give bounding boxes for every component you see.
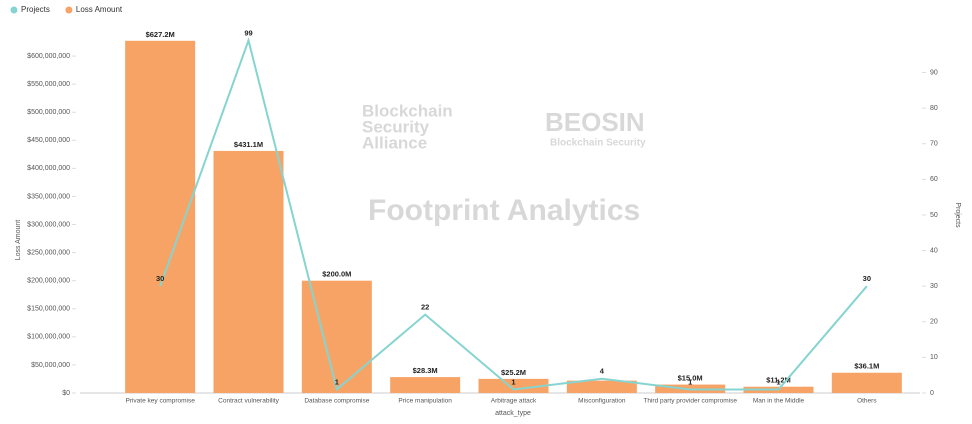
legend-label: Projects bbox=[21, 5, 50, 14]
y-tick-label: $450,000,000 bbox=[27, 137, 70, 144]
legend-marker bbox=[65, 6, 73, 14]
y-tick-label: $0 bbox=[62, 390, 70, 397]
watermark: Blockchain bbox=[362, 101, 453, 120]
value-label: $11.2M bbox=[766, 376, 791, 385]
y-tick-label: $100,000,000 bbox=[27, 334, 70, 341]
y2-tick-label: 30 bbox=[930, 283, 938, 290]
y-tick-label: $600,000,000 bbox=[27, 53, 70, 60]
y-tick-label: $400,000,000 bbox=[27, 165, 70, 172]
bar bbox=[566, 380, 637, 393]
value-label: $25.2M bbox=[501, 368, 526, 377]
x-tick-label: Price manipulation bbox=[398, 398, 452, 405]
y-tick-label: $150,000,000 bbox=[27, 306, 70, 313]
bar bbox=[301, 280, 372, 393]
watermark: Security bbox=[362, 117, 430, 136]
watermark: Blockchain Security bbox=[550, 138, 646, 149]
y2-tick-label: 50 bbox=[930, 212, 938, 219]
value-label: 99 bbox=[244, 28, 252, 37]
y-tick-label: $500,000,000 bbox=[27, 109, 70, 116]
bar bbox=[125, 40, 196, 394]
value-label: $36.1M bbox=[854, 362, 879, 371]
x-tick-label: Man in the Middle bbox=[753, 398, 805, 405]
y2-tick-label: 90 bbox=[930, 69, 938, 76]
x-tick-label: Others bbox=[857, 398, 877, 405]
x-tick-label: Third party provider compromise bbox=[643, 398, 737, 405]
y2-tick-label: 70 bbox=[930, 141, 938, 148]
y2-tick-label: 0 bbox=[930, 390, 934, 397]
line bbox=[159, 37, 868, 392]
x-axis-title: attack_type bbox=[495, 410, 531, 417]
legend-marker bbox=[10, 6, 18, 14]
bar bbox=[213, 150, 284, 393]
value-label: 30 bbox=[863, 274, 871, 283]
y-tick-label: $350,000,000 bbox=[27, 193, 70, 200]
x-tick-label: Private key compromise bbox=[125, 398, 195, 405]
x-tick-label: Contract vulnerability bbox=[218, 398, 279, 405]
watermark: Footprint Analytics bbox=[368, 194, 640, 227]
y2-tick-label: 60 bbox=[930, 176, 938, 183]
x-tick-label: Arbitrage attack bbox=[491, 398, 537, 405]
y-tick-label: $200,000,000 bbox=[27, 278, 70, 285]
x-tick-label: Database compromise bbox=[304, 398, 369, 405]
x-tick-label: Misconfiguration bbox=[578, 398, 626, 405]
value-label: 1 bbox=[776, 377, 780, 386]
bar bbox=[478, 378, 549, 393]
y2-tick-label: 10 bbox=[930, 354, 938, 361]
y-tick-label: $250,000,000 bbox=[27, 249, 70, 256]
value-label: $200.0M bbox=[322, 270, 351, 279]
y-tick-label: $300,000,000 bbox=[27, 221, 70, 228]
bar bbox=[831, 372, 902, 393]
value-label: $431.1M bbox=[234, 140, 263, 149]
value-label: 4 bbox=[600, 367, 605, 376]
watermark: Alliance bbox=[362, 133, 427, 152]
value-label: $15.0M bbox=[678, 374, 703, 383]
y2-tick-label: 20 bbox=[930, 319, 938, 326]
bar bbox=[390, 377, 461, 393]
value-label: $627.2M bbox=[146, 30, 175, 39]
y2-tick-label: 40 bbox=[930, 247, 938, 254]
value-label: 30 bbox=[156, 274, 164, 283]
y-tick-label: $550,000,000 bbox=[27, 81, 70, 88]
legend-label: Loss Amount bbox=[76, 5, 123, 14]
y2-tick-label: 80 bbox=[930, 105, 938, 112]
value-label: $28.3M bbox=[413, 366, 438, 375]
value-label: 1 bbox=[511, 377, 515, 386]
value-label: 1 bbox=[335, 377, 339, 386]
y-axis-title: Loss Amount bbox=[15, 220, 22, 261]
y2-axis-title: Projects bbox=[954, 202, 961, 228]
value-label: 1 bbox=[688, 377, 692, 386]
y-tick-label: $50,000,000 bbox=[31, 362, 70, 369]
value-label: 22 bbox=[421, 303, 429, 312]
watermark: BEOSIN bbox=[545, 107, 645, 137]
